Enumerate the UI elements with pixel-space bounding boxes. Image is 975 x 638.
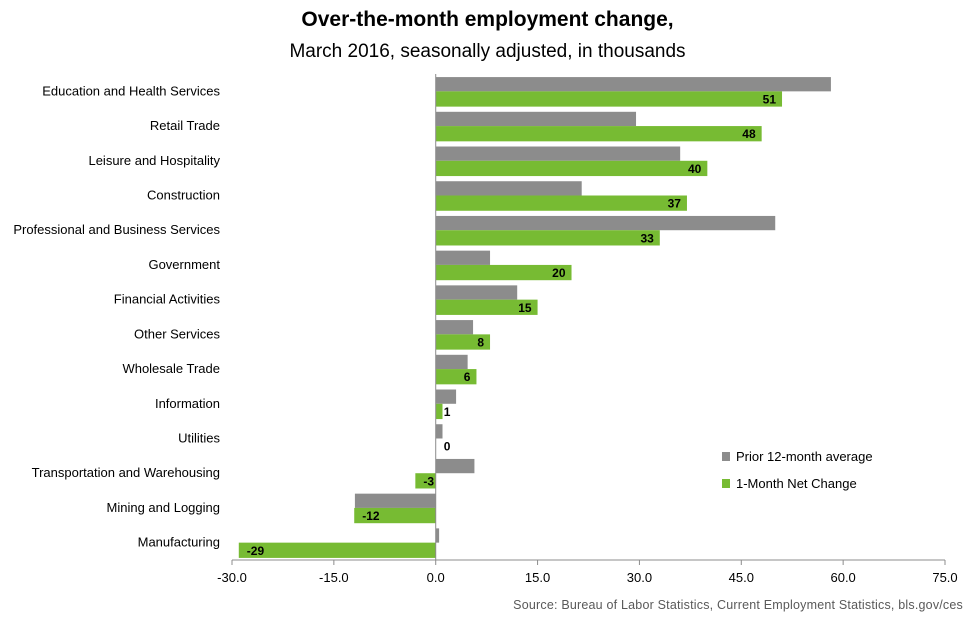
data-label: 1 (444, 405, 451, 419)
data-label: 33 (640, 231, 654, 245)
category-label: Information (155, 396, 220, 411)
data-label: 15 (518, 301, 532, 315)
category-label: Education and Health Services (42, 83, 220, 98)
x-tick-label: 30.0 (627, 570, 652, 585)
data-label: 0 (444, 440, 451, 454)
category-label: Financial Activities (114, 292, 221, 307)
data-labels: 51 48 40 37 33 20 15 8 6 1 0 -3 -12 -29 (247, 92, 777, 557)
category-label: Professional and Business Services (13, 222, 220, 237)
prior-average-bar (435, 215, 776, 231)
legend-swatch-net-change (722, 479, 730, 488)
category-label: Retail Trade (150, 118, 220, 133)
category-label: Leisure and Hospitality (88, 153, 220, 168)
x-tick-label: 75.0 (932, 570, 957, 585)
category-label: Mining and Logging (107, 500, 220, 515)
net-change-bar (435, 299, 538, 315)
prior-average-bar (435, 111, 637, 127)
category-label: Construction (147, 188, 220, 203)
net-change-bar (435, 230, 660, 246)
net-change-bar (435, 403, 443, 420)
data-label: 6 (464, 370, 471, 384)
category-labels: Education and Health Services Retail Trad… (13, 83, 220, 549)
net-change-bar (435, 195, 687, 211)
data-label: -3 (423, 474, 434, 488)
data-label: 40 (688, 162, 702, 176)
x-tick-label: 15.0 (525, 570, 550, 585)
category-label: Other Services (134, 326, 220, 341)
chart-subtitle: March 2016, seasonally adjusted, in thou… (289, 41, 686, 62)
prior-average-bar (435, 181, 582, 196)
prior-average-bar (435, 285, 518, 300)
source-note: Source: Bureau of Labor Statistics, Curr… (513, 598, 963, 612)
net-change-bar (435, 334, 491, 350)
x-tick-label: 0.0 (427, 570, 445, 585)
prior-average-bar (435, 320, 474, 335)
data-label: 48 (742, 127, 756, 141)
data-label: 37 (668, 197, 682, 211)
legend-label: 1-Month Net Change (736, 476, 857, 491)
data-label: 51 (763, 92, 777, 106)
category-label: Wholesale Trade (122, 361, 220, 376)
x-axis: -30.0 -15.0 0.0 15.0 30.0 45.0 60.0 75.0 (217, 559, 958, 585)
net-change-bar (435, 160, 708, 177)
legend: Prior 12-month average 1-Month Net Change (722, 449, 873, 491)
category-label: Government (148, 257, 220, 272)
data-label: 20 (552, 266, 566, 280)
net-change-bar (435, 369, 477, 385)
net-change-bar (354, 507, 436, 524)
x-tick-label: -15.0 (319, 570, 349, 585)
x-tick-label: -30.0 (217, 570, 247, 585)
category-label: Utilities (178, 431, 220, 446)
data-label: 8 (477, 335, 484, 349)
category-label: Transportation and Warehousing (32, 465, 220, 480)
prior-average-bar (354, 493, 436, 508)
prior-average-bar (435, 389, 457, 404)
chart-title: Over-the-month employment change, (301, 8, 674, 31)
net-change-bar (435, 91, 783, 107)
prior-average-bar (435, 458, 475, 474)
category-label: Manufacturing (138, 535, 220, 550)
x-tick-label: 45.0 (729, 570, 754, 585)
data-label: -29 (247, 544, 265, 558)
prior-average-bar (435, 250, 491, 265)
prior-average-bar (435, 528, 440, 543)
legend-label: Prior 12-month average (736, 449, 873, 464)
bars-group (238, 77, 831, 558)
net-change-bar (435, 264, 572, 281)
prior-average-bar (435, 424, 443, 439)
net-change-bar (415, 473, 436, 489)
prior-average-bar (435, 77, 831, 92)
prior-average-bar (435, 354, 468, 370)
legend-swatch-prior-average (722, 452, 730, 461)
data-label: -12 (362, 509, 380, 523)
prior-average-bar (435, 146, 681, 161)
net-change-bar (435, 126, 762, 142)
net-change-bar (238, 542, 436, 558)
x-tick-label: 60.0 (830, 570, 855, 585)
